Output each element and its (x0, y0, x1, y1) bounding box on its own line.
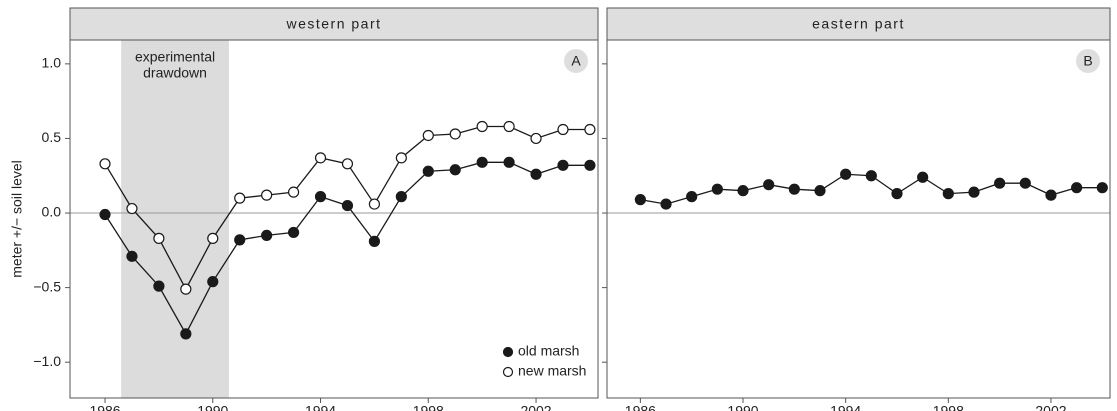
point (660, 198, 672, 210)
panel-badge (564, 49, 588, 73)
span-label: experimental (135, 49, 215, 65)
point (840, 168, 852, 180)
x-tick-label: 2002 (1035, 403, 1066, 411)
point (314, 191, 327, 203)
point (126, 202, 138, 215)
legend-label: new marsh (518, 363, 586, 379)
point (261, 189, 273, 201)
x-tick-label: 2002 (520, 403, 551, 411)
point (1045, 189, 1057, 201)
point (530, 168, 542, 180)
legend-label: old marsh (518, 343, 579, 359)
point (449, 128, 461, 140)
point (180, 283, 192, 295)
point (449, 164, 461, 176)
point (942, 188, 954, 200)
y-tick-label: 0.5 (42, 129, 62, 145)
point (341, 199, 354, 212)
point (737, 185, 749, 197)
panel-badge (1076, 49, 1100, 73)
x-tick-label: 1998 (413, 403, 444, 411)
point (788, 183, 800, 195)
legend-marker (502, 366, 514, 378)
point (99, 208, 111, 221)
y-tick-label: 0.0 (42, 204, 62, 220)
point (865, 170, 877, 182)
point (1071, 182, 1083, 194)
point (395, 191, 407, 203)
plot-frame (69, 39, 599, 399)
point (395, 152, 407, 164)
y-tick-label: −1.0 (33, 353, 61, 369)
point (584, 123, 596, 136)
point (994, 177, 1006, 189)
point (287, 226, 300, 239)
panel-title: western part (285, 16, 381, 32)
point (814, 185, 826, 197)
point (180, 328, 192, 340)
y-tick-label: 1.0 (42, 55, 62, 71)
point (557, 123, 569, 136)
point (1019, 177, 1031, 189)
legend-marker (502, 346, 514, 358)
point (503, 156, 515, 168)
panel-title: eastern part (812, 16, 905, 32)
point (261, 229, 273, 242)
point (557, 159, 569, 171)
point (968, 186, 980, 198)
point (207, 276, 219, 288)
point (234, 192, 246, 204)
panel-label: A (571, 53, 581, 69)
x-tick-label: 1986 (89, 403, 120, 411)
point (1096, 182, 1108, 194)
point (153, 232, 165, 244)
point (476, 156, 488, 168)
point (368, 198, 381, 210)
point (314, 152, 327, 164)
point (341, 158, 354, 170)
panel-header (69, 7, 599, 41)
point (153, 280, 165, 292)
point (686, 191, 698, 203)
x-tick-label: 1994 (830, 403, 861, 411)
y-axis-label: meter +/− soil level (9, 160, 25, 278)
point (126, 250, 138, 262)
point (234, 234, 246, 246)
point (368, 235, 381, 247)
point (503, 120, 515, 133)
x-tick-label: 1994 (305, 403, 336, 411)
point (711, 183, 723, 195)
point (634, 194, 646, 206)
point (763, 179, 775, 191)
point (891, 188, 903, 200)
x-tick-label: 1990 (727, 403, 758, 411)
x-tick-label: 1986 (625, 403, 656, 411)
y-tick-label: −0.5 (33, 278, 61, 294)
point (422, 165, 434, 177)
point (287, 186, 300, 198)
panel-label: B (1083, 53, 1092, 69)
point (917, 171, 929, 183)
x-tick-label: 1998 (933, 403, 964, 411)
shaded-span (121, 40, 229, 398)
point (207, 232, 219, 244)
point (476, 120, 488, 133)
point (584, 159, 596, 171)
point (530, 132, 542, 145)
point (99, 158, 111, 170)
x-tick-label: 1990 (197, 403, 228, 411)
point (422, 129, 434, 142)
plot-frame (606, 39, 1111, 399)
span-label: drawdown (143, 65, 207, 81)
